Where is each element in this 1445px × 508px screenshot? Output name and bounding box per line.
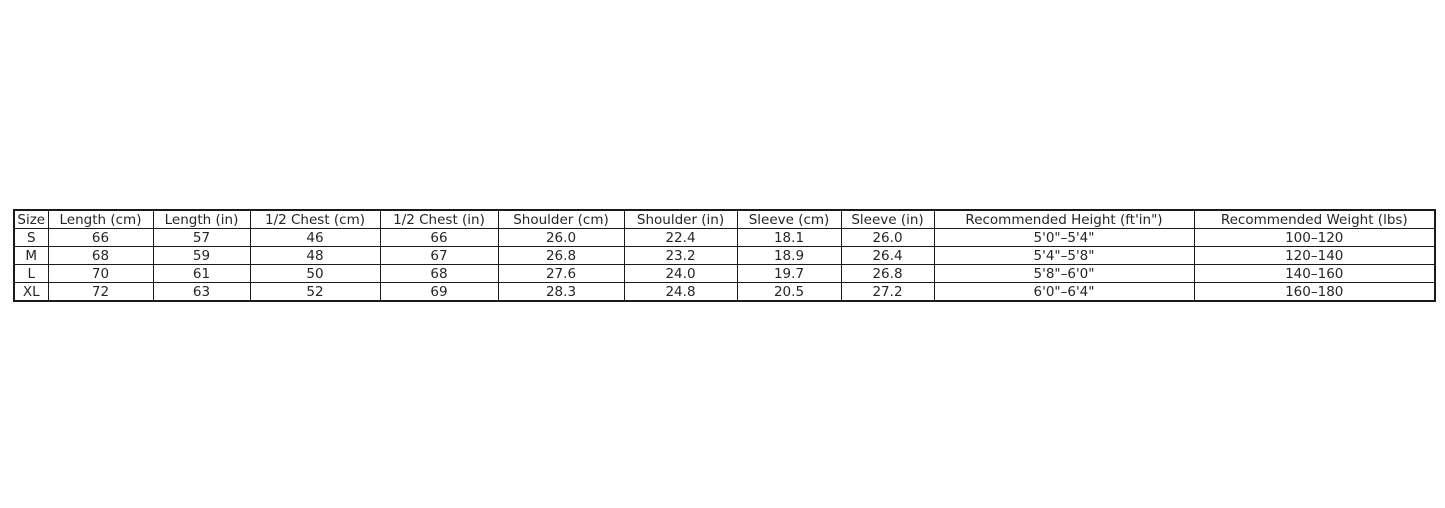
table-cell: 20.5: [736, 282, 842, 302]
column-header: 1/2 Chest (cm): [249, 209, 381, 229]
size-cell: L: [13, 264, 49, 283]
table-cell: 59: [152, 246, 251, 265]
table-cell: 57: [152, 228, 251, 247]
size-cell: M: [13, 246, 49, 265]
table-cell: 18.1: [736, 228, 842, 247]
table-cell: 5'4"–5'8": [933, 246, 1195, 265]
table-cell: 68: [379, 264, 499, 283]
table-cell: 61: [152, 264, 251, 283]
column-header: Shoulder (in): [623, 209, 738, 229]
table-cell: 26.8: [497, 246, 625, 265]
table-cell: 140–160: [1193, 264, 1436, 283]
table-cell: 63: [152, 282, 251, 302]
table-cell: 66: [379, 228, 499, 247]
table-cell: 22.4: [623, 228, 738, 247]
table-cell: 46: [249, 228, 381, 247]
table-header: Size Length (cm) Length (in) 1/2 Chest (cm)…: [13, 209, 1436, 229]
table-cell: 23.2: [623, 246, 738, 265]
table-cell: 18.9: [736, 246, 842, 265]
table-cell: 72: [47, 282, 154, 302]
table-cell: 19.7: [736, 264, 842, 283]
table-row: L 70 61 50 68 27.6 24.0 19.7 26.8 5'8"–6'0" 140–16…: [13, 264, 1436, 283]
header-row: Size Length (cm) Length (in) 1/2 Chest (cm)…: [13, 209, 1436, 229]
table-cell: 5'8"–6'0": [933, 264, 1195, 283]
table-row: M 68 59 48 67 26.8 23.2 18.9 26.4 5'4"–5'8" 120–14…: [13, 246, 1436, 265]
column-header: Length (in): [152, 209, 251, 229]
table-row: XL 72 63 52 69 28.3 24.8 20.5 27.2 6'0"–6'4" 160–1…: [13, 282, 1436, 302]
table-cell: 24.8: [623, 282, 738, 302]
table-cell: 67: [379, 246, 499, 265]
table-cell: 50: [249, 264, 381, 283]
column-header: Size: [13, 209, 49, 229]
table-cell: 52: [249, 282, 381, 302]
column-header: Recommended Height (ft'in"): [933, 209, 1195, 229]
table-cell: 27.6: [497, 264, 625, 283]
size-cell: XL: [13, 282, 49, 302]
column-header: 1/2 Chest (in): [379, 209, 499, 229]
table-cell: 5'0"–5'4": [933, 228, 1195, 247]
column-header: Shoulder (cm): [497, 209, 625, 229]
table-cell: 28.3: [497, 282, 625, 302]
table-cell: 26.0: [840, 228, 935, 247]
size-chart-table: Size Length (cm) Length (in) 1/2 Chest (cm)…: [13, 209, 1436, 302]
table-body: S 66 57 46 66 26.0 22.4 18.1 26.0 5'0"–5'4" 100–12…: [13, 228, 1436, 302]
table-cell: 6'0"–6'4": [933, 282, 1195, 302]
table-cell: 160–180: [1193, 282, 1436, 302]
table-cell: 26.8: [840, 264, 935, 283]
table-cell: 100–120: [1193, 228, 1436, 247]
column-header: Sleeve (cm): [736, 209, 842, 229]
table-cell: 27.2: [840, 282, 935, 302]
size-cell: S: [13, 228, 49, 247]
table-cell: 24.0: [623, 264, 738, 283]
table-cell: 26.4: [840, 246, 935, 265]
table-cell: 26.0: [497, 228, 625, 247]
column-header: Sleeve (in): [840, 209, 935, 229]
table-cell: 69: [379, 282, 499, 302]
table-row: S 66 57 46 66 26.0 22.4 18.1 26.0 5'0"–5'4" 100–12…: [13, 228, 1436, 247]
column-header: Recommended Weight (lbs): [1193, 209, 1436, 229]
table-cell: 48: [249, 246, 381, 265]
table-cell: 70: [47, 264, 154, 283]
table-cell: 120–140: [1193, 246, 1436, 265]
table-cell: 66: [47, 228, 154, 247]
table-cell: 68: [47, 246, 154, 265]
column-header: Length (cm): [47, 209, 154, 229]
